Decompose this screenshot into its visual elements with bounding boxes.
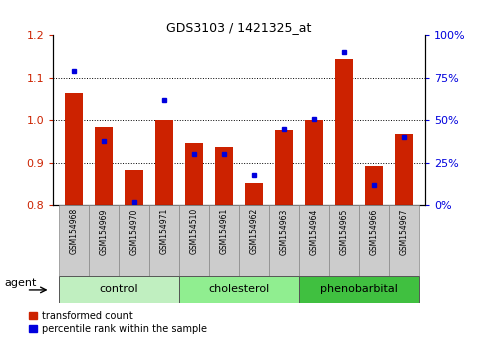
Bar — [335, 59, 353, 205]
Bar — [59, 276, 179, 303]
Bar — [149, 205, 179, 276]
Bar — [245, 183, 263, 205]
Bar — [365, 166, 383, 205]
Bar — [59, 205, 89, 276]
Text: GSM154965: GSM154965 — [340, 208, 349, 255]
Text: agent: agent — [4, 278, 37, 288]
Text: GSM154963: GSM154963 — [280, 208, 288, 255]
Bar — [329, 205, 359, 276]
Bar — [209, 205, 239, 276]
Bar — [119, 205, 149, 276]
Text: GSM154970: GSM154970 — [129, 208, 139, 255]
Bar — [65, 93, 83, 205]
Text: GSM154969: GSM154969 — [99, 208, 109, 255]
Text: GSM154961: GSM154961 — [220, 208, 228, 255]
Text: GSM154971: GSM154971 — [159, 208, 169, 255]
Text: GSM154510: GSM154510 — [190, 208, 199, 255]
Text: control: control — [100, 284, 139, 295]
Text: cholesterol: cholesterol — [209, 284, 270, 295]
Text: GSM154966: GSM154966 — [369, 208, 379, 255]
Bar — [269, 205, 299, 276]
Text: GSM154967: GSM154967 — [399, 208, 409, 255]
Bar — [359, 205, 389, 276]
Legend: transformed count, percentile rank within the sample: transformed count, percentile rank withi… — [29, 311, 207, 333]
Text: GSM154968: GSM154968 — [70, 208, 79, 255]
Bar — [395, 134, 413, 205]
Bar — [305, 120, 323, 205]
Text: phenobarbital: phenobarbital — [320, 284, 398, 295]
Bar — [179, 276, 299, 303]
Text: GSM154964: GSM154964 — [310, 208, 319, 255]
Bar — [275, 130, 293, 205]
Bar — [155, 120, 173, 205]
Bar — [389, 205, 419, 276]
Title: GDS3103 / 1421325_at: GDS3103 / 1421325_at — [167, 21, 312, 34]
Bar — [125, 170, 143, 205]
Bar — [299, 205, 329, 276]
Bar — [215, 147, 233, 205]
Bar — [299, 276, 419, 303]
Bar — [185, 143, 203, 205]
Bar — [239, 205, 269, 276]
Bar — [179, 205, 209, 276]
Bar — [89, 205, 119, 276]
Bar — [95, 127, 113, 205]
Text: GSM154962: GSM154962 — [250, 208, 258, 255]
